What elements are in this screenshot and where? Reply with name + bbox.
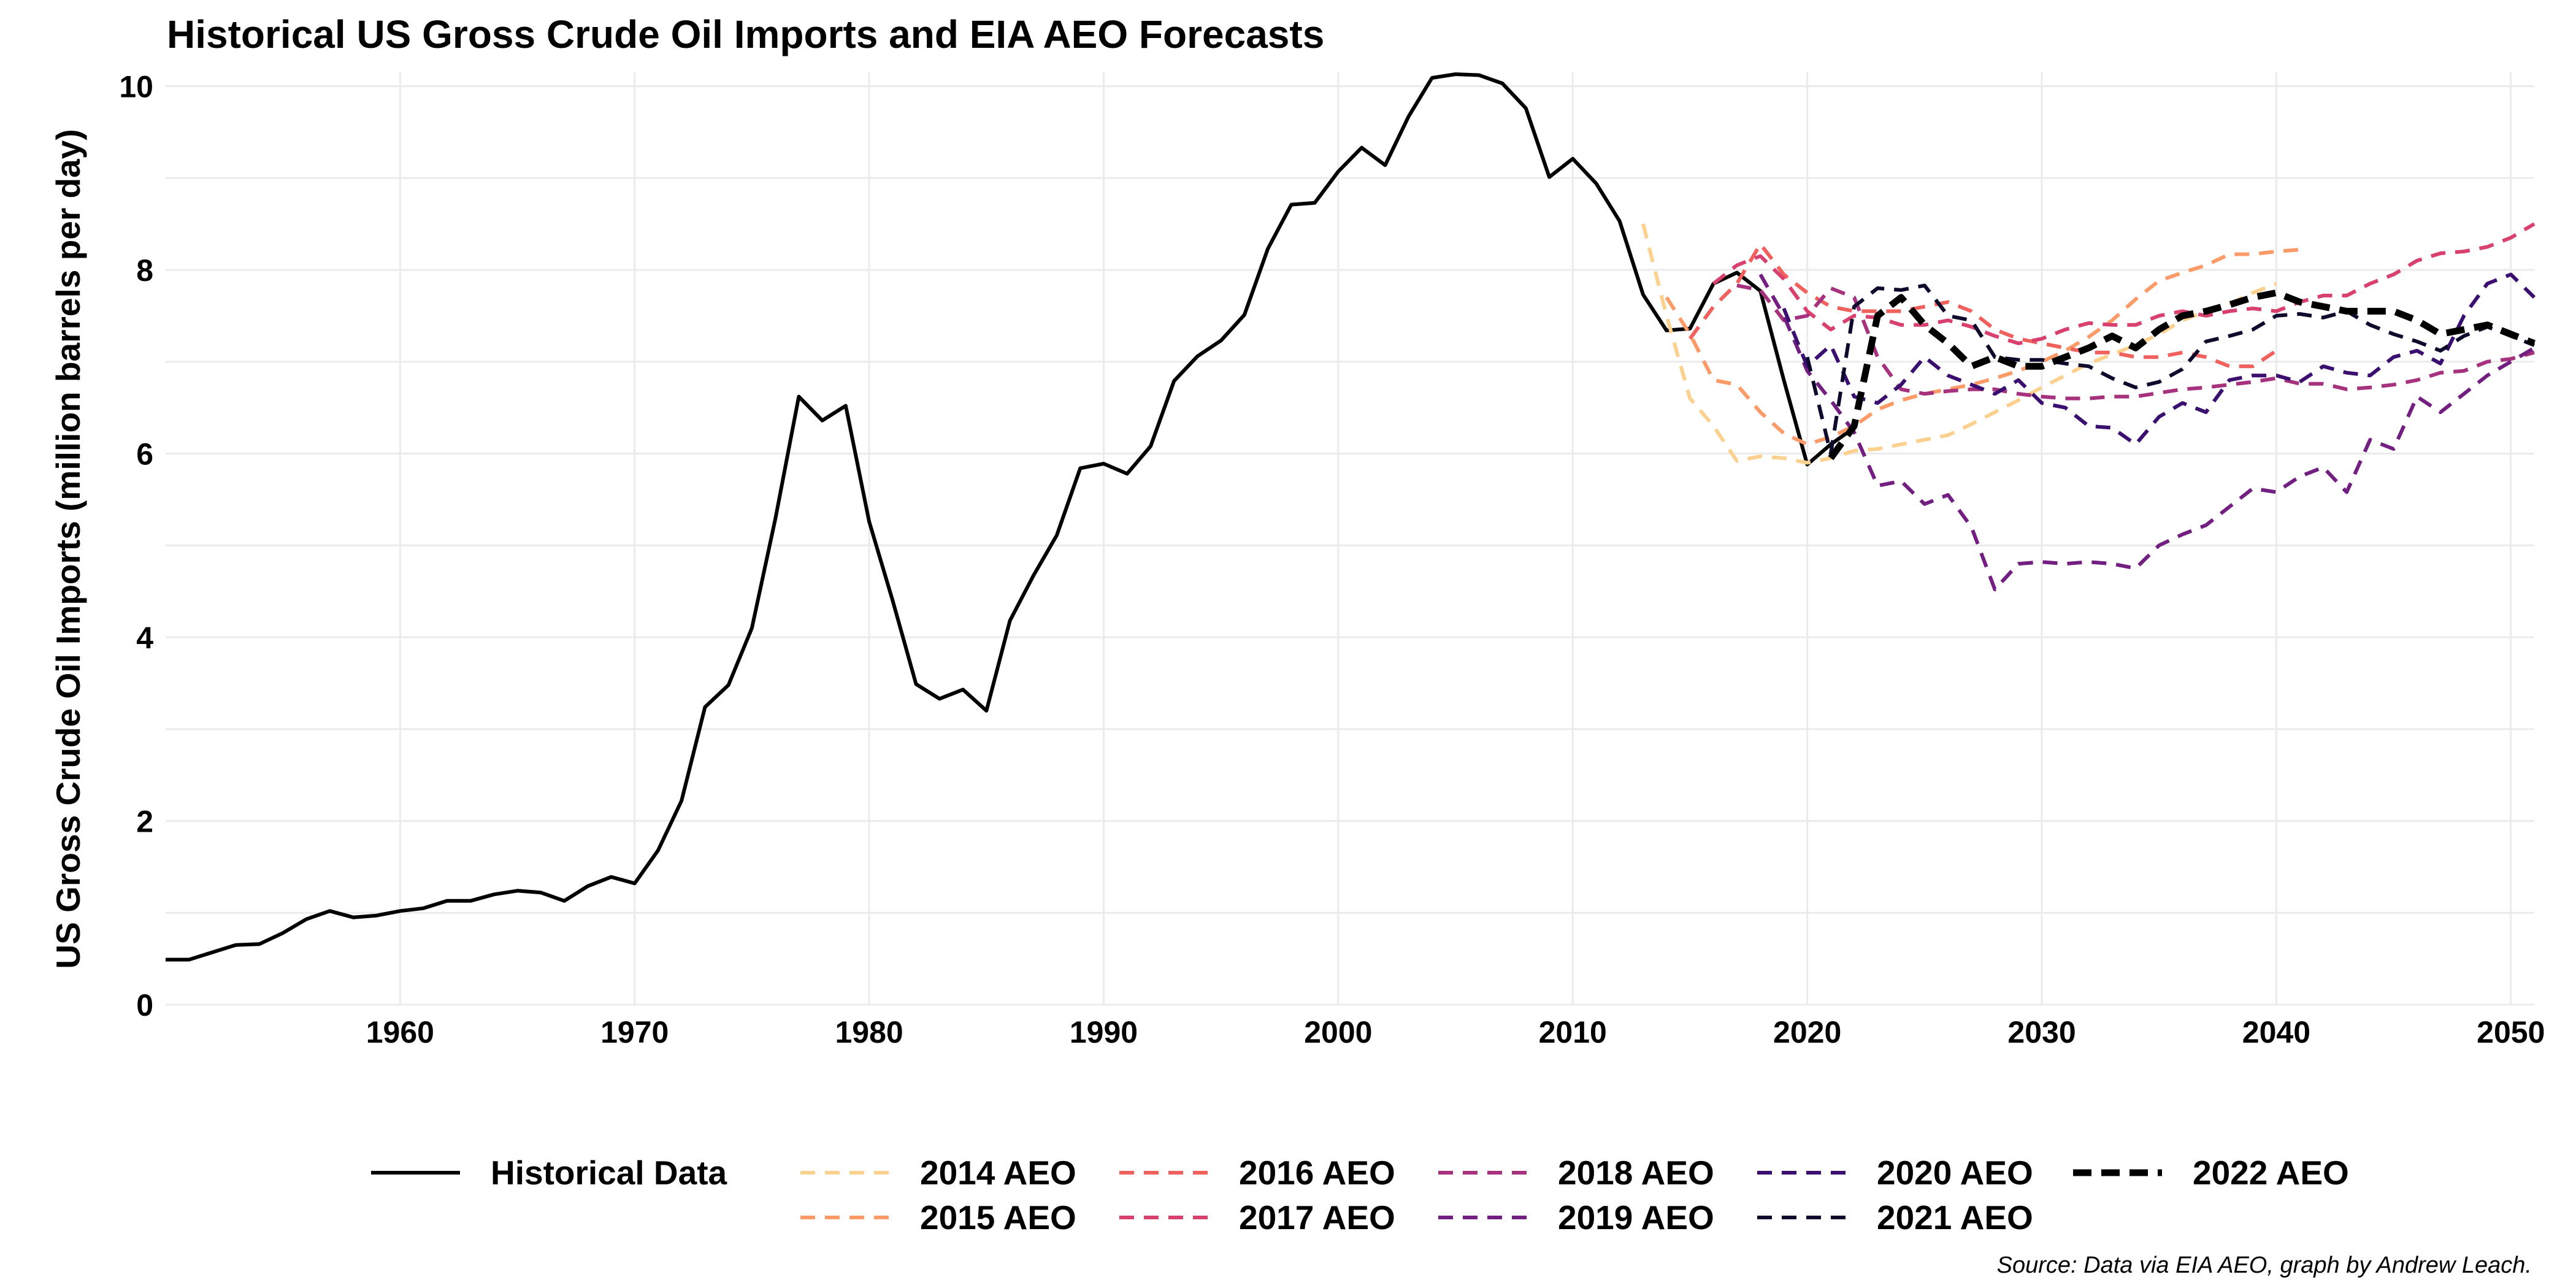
y-axis-title: US Gross Crude Oil Imports (million barr… [49,129,87,968]
chart-title: Historical US Gross Crude Oil Imports an… [167,12,1324,56]
x-tick-label: 2020 [1773,1015,1841,1049]
x-tick-label: 1960 [366,1015,434,1049]
series-line-2020-aeo [1782,272,2536,447]
legend-label: 2014 AEO [920,1154,1076,1192]
y-tick-label: 10 [119,69,153,104]
x-tick-label: 1970 [600,1015,669,1049]
x-tick-label: 2040 [2242,1015,2310,1049]
series-line-2016-aeo [1688,242,2278,369]
series-line-historical-data [166,72,1855,962]
x-tick-label: 2030 [2007,1015,2076,1049]
caption: Source: Data via EIA AEO, graph by Andre… [1997,1252,2532,1278]
series-line-2022-aeo [1828,289,2536,461]
legend-label: 2022 AEO [2193,1154,2349,1192]
plot-lines [166,72,2536,962]
x-tick-label: 1990 [1070,1015,1138,1049]
series-line-2014-aeo [1641,223,2277,465]
x-tick-label: 1980 [835,1015,903,1049]
series-line-2017-aeo [1712,222,2536,345]
legend-label: 2016 AEO [1239,1154,1395,1192]
x-tick-label: 2000 [1304,1015,1372,1049]
legend-label: 2015 AEO [920,1198,1076,1236]
y-tick-label: 8 [136,253,153,288]
series-line-2019-aeo [1758,274,2536,592]
grid [166,72,2534,1006]
y-tick-label: 4 [136,621,153,655]
x-tick-label: 2010 [1539,1015,1607,1049]
y-tick-label: 6 [136,437,153,471]
y-axis-ticks: 0 2 4 6 8 10 [119,69,153,1022]
legend-label: 2017 AEO [1239,1198,1395,1236]
x-axis-ticks: 1960 1970 1980 1990 2000 2010 2020 2030 2040 2050 [366,1015,2545,1049]
legend-label: 2018 AEO [1558,1154,1714,1192]
legend: Historical Data 2014 AEO 2015 AEO 2016 AEO 2… [371,1154,2349,1236]
legend-label: 2021 AEO [1877,1198,2033,1236]
legend-label: Historical Data [491,1154,727,1192]
series-line-2021-aeo [1805,283,2536,456]
legend-label: 2019 AEO [1558,1198,1714,1236]
y-tick-label: 0 [136,988,153,1022]
series-line-2015-aeo [1665,248,2300,447]
y-tick-label: 2 [136,804,153,838]
legend-label: 2020 AEO [1877,1154,2033,1192]
x-tick-label: 2050 [2477,1015,2545,1049]
